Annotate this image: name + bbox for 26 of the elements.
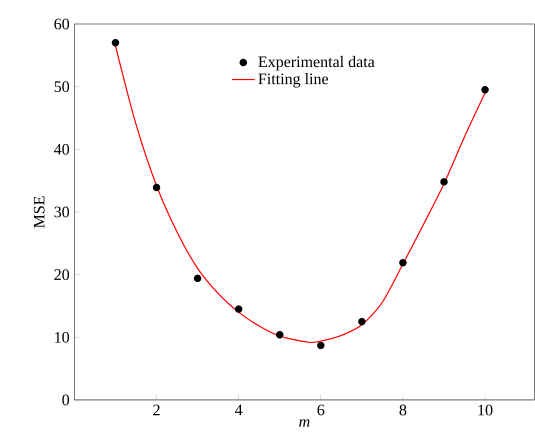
point	[317, 342, 325, 350]
point	[234, 305, 242, 313]
legend-label: Experimental data	[258, 56, 375, 70]
point	[399, 259, 407, 267]
x-tick-label: 2	[153, 404, 160, 416]
point	[152, 184, 160, 192]
point	[440, 178, 448, 186]
x-tick-label: 10	[478, 404, 492, 416]
y-tick-label: 60	[54, 18, 70, 30]
x-tick-label: 8	[400, 404, 406, 416]
y-tick-label: 40	[54, 144, 70, 155]
y-tick-label: 0	[62, 394, 70, 406]
point	[358, 318, 366, 326]
legend-label: Fitting line	[258, 73, 328, 88]
x-axis-title: m	[299, 419, 310, 427]
y-tick-label: 10	[55, 332, 70, 343]
point	[112, 39, 120, 47]
y-tick-label: 50	[54, 81, 70, 92]
point	[481, 86, 489, 94]
point	[276, 331, 284, 339]
y-axis-title: MSE	[34, 196, 45, 228]
point	[194, 274, 202, 282]
y-tick-label: 20	[54, 269, 70, 280]
y-tick-label: 30	[54, 206, 70, 218]
x-tick-label: 4	[234, 404, 242, 416]
x-tick-label: 6	[317, 404, 324, 416]
